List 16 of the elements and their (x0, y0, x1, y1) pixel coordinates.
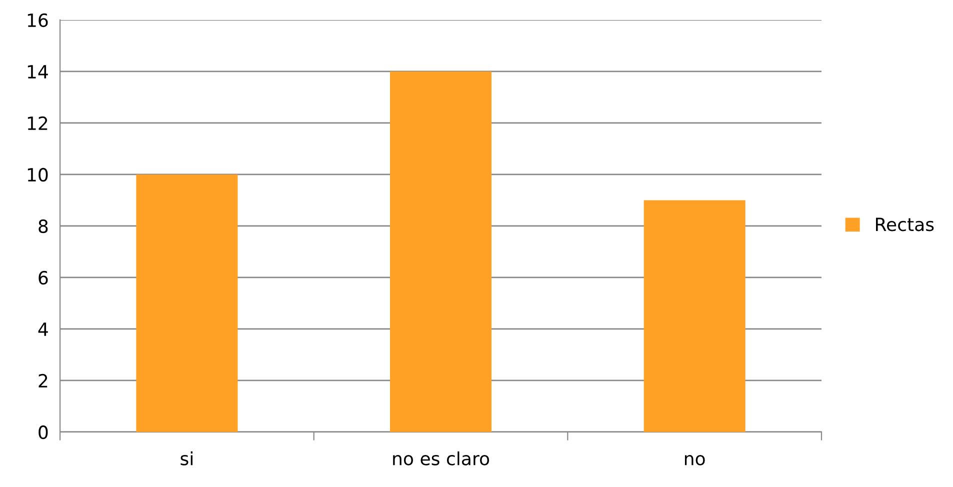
y-tick-label: 2 (38, 374, 48, 388)
x-tick-label: no (684, 455, 705, 466)
x-tick-label: si (180, 451, 192, 466)
legend-label: Rectas (876, 218, 934, 232)
y-tick-label: 14 (28, 65, 48, 78)
bar (644, 200, 746, 432)
y-tick-label: 16 (28, 13, 48, 28)
bar (136, 174, 238, 432)
y-tick-label: 12 (28, 116, 48, 130)
x-tick-label: no es claro (393, 451, 490, 466)
y-tick-label: 10 (28, 168, 48, 182)
y-tick-label: 4 (38, 322, 48, 336)
y-tick-label: 6 (38, 270, 48, 285)
bar (390, 71, 492, 432)
y-tick-label: 8 (38, 219, 48, 234)
y-tick-label: 0 (38, 425, 48, 440)
